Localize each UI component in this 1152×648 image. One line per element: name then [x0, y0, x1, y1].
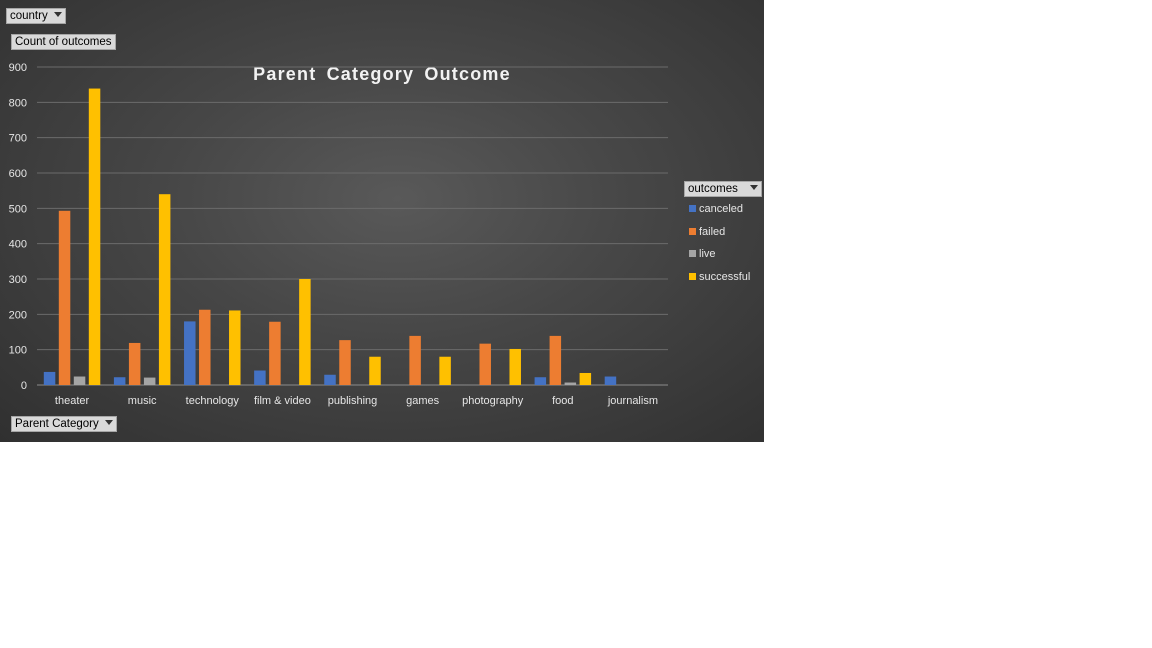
bar-failed-4 — [339, 340, 351, 385]
bar-canceled-3 — [254, 370, 266, 385]
bar-canceled-7 — [534, 377, 547, 385]
bar-canceled-2 — [184, 321, 196, 385]
legend-swatch — [689, 250, 696, 258]
chevron-down-icon — [104, 420, 113, 425]
x-tick-label: food — [552, 395, 573, 407]
bar-live-1 — [143, 377, 156, 385]
bar-failed-0 — [58, 210, 71, 385]
legend-item-canceled: canceled — [689, 203, 743, 215]
bar-successful-1 — [158, 194, 171, 385]
x-tick-label: technology — [186, 395, 240, 407]
legend-label: canceled — [699, 203, 744, 215]
y-tick-label: 700 — [9, 133, 27, 145]
x-tick-label: photography — [462, 395, 524, 407]
bar-successful-4 — [369, 356, 381, 385]
x-tick-label: publishing — [328, 395, 378, 407]
legend-label: successful — [699, 271, 751, 284]
y-tick-label: 100 — [9, 345, 27, 357]
legend-field-label: outcomes — [688, 183, 738, 195]
x-tick-label: journalism — [607, 395, 658, 407]
bar-successful-6 — [509, 348, 521, 385]
bar-successful-7 — [579, 372, 592, 385]
bar-failed-3 — [269, 321, 281, 385]
chevron-down-icon — [749, 185, 758, 190]
bar-canceled-0 — [43, 371, 56, 385]
bar-chart: 0 100 200 300 400 500 600 700 800 900 theater music… — [9, 62, 668, 407]
legend-item-successful: successful — [689, 271, 750, 283]
y-tick-label: 0 — [21, 380, 27, 392]
y-tick-label: 800 — [9, 97, 27, 109]
y-tick-label: 500 — [9, 203, 27, 215]
legend-field-button[interactable]: outcomes — [684, 181, 762, 197]
value-field-button[interactable]: Count of outcomes — [11, 34, 116, 50]
y-tick-label: 600 — [9, 168, 27, 180]
axis-field-button[interactable]: Parent Category — [11, 416, 117, 432]
legend-swatch — [689, 205, 696, 212]
y-tick-label: 400 — [9, 239, 27, 251]
chevron-down-icon — [53, 12, 62, 17]
legend-item-failed: failed — [689, 226, 725, 238]
x-tick-label: games — [406, 395, 440, 407]
bar-failed-7 — [549, 335, 562, 385]
bar-failed-2 — [199, 309, 211, 385]
bar-canceled-4 — [324, 374, 336, 385]
x-tick-label: theater — [55, 395, 90, 407]
legend-label: live — [699, 248, 716, 261]
bar-canceled-8 — [604, 376, 617, 385]
country-filter-button[interactable]: country — [6, 8, 66, 24]
y-tick-label: 200 — [9, 309, 27, 321]
bar-successful-0 — [88, 88, 101, 385]
legend-item-live: live — [689, 248, 716, 260]
chart-title: Parent Category Outcome — [0, 64, 764, 85]
x-tick-label: film & video — [254, 395, 311, 407]
bar-failed-6 — [479, 343, 491, 385]
legend-swatch — [689, 227, 696, 235]
bar-successful-3 — [299, 279, 311, 385]
bar-live-0 — [73, 376, 86, 385]
chart-area: country Count of outcomes Parent Categor… — [0, 0, 764, 442]
bar-successful-2 — [229, 310, 241, 385]
bar-failed-1 — [128, 342, 141, 385]
chart-title-text: Parent Category Outcome — [253, 64, 511, 84]
legend-swatch — [689, 273, 696, 281]
bar-successful-5 — [439, 356, 451, 385]
axis-field-label: Parent Category — [15, 418, 99, 430]
legend-label: failed — [699, 225, 726, 238]
value-field-label: Count of outcomes — [15, 36, 112, 48]
bar-failed-5 — [409, 335, 421, 385]
x-tick-label: music — [128, 395, 157, 407]
bar-live-7 — [564, 382, 577, 385]
y-tick-label: 300 — [9, 274, 27, 286]
bar-canceled-1 — [113, 377, 126, 385]
country-filter-label: country — [10, 10, 48, 22]
y-tick-label: 900 — [9, 62, 27, 74]
